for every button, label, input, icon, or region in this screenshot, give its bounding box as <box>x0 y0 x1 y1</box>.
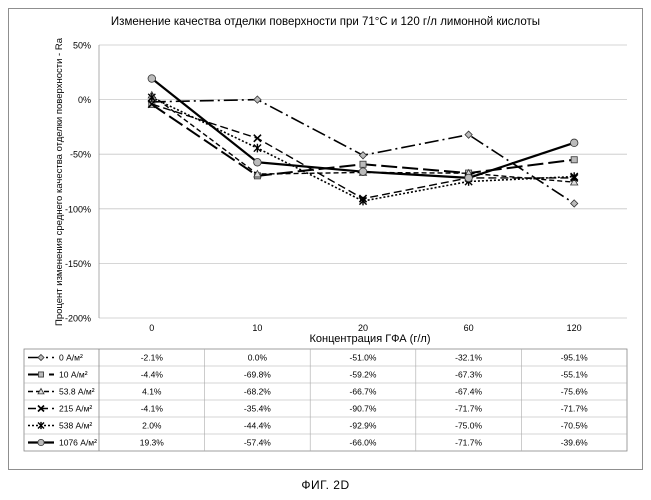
table-cell: -35.4% <box>244 404 271 414</box>
gridlines <box>99 45 627 318</box>
table-cell: -44.4% <box>244 421 271 431</box>
table-cell: -69.8% <box>244 370 271 380</box>
table-cell: -75.0% <box>455 421 482 431</box>
data-point <box>254 159 262 167</box>
table-cell: -66.0% <box>350 438 377 448</box>
legend-key-marker <box>38 439 44 445</box>
table-cell: -67.4% <box>455 387 482 397</box>
legend-key-marker <box>38 355 44 361</box>
legend-key-marker <box>38 372 43 377</box>
table-cell: -4.1% <box>141 404 164 414</box>
table-cell: -57.4% <box>244 438 271 448</box>
legend-key-marker <box>38 422 44 429</box>
table-cell: -71.7% <box>455 438 482 448</box>
x-tick-label: 120 <box>567 323 582 333</box>
data-point <box>148 75 156 83</box>
x-tick-label: 0 <box>149 323 154 333</box>
chart-svg: 50% 0% -50% -100% -150% -200% 0 10 20 60 120 0 А/м… <box>0 0 651 470</box>
plot-series <box>148 75 578 207</box>
data-point <box>465 174 473 182</box>
x-axis-label: Концентрация ГФА (г/л) <box>310 333 431 345</box>
data-point <box>254 135 261 142</box>
series-0 <box>148 96 578 207</box>
table-cell: -90.7% <box>350 404 377 414</box>
data-point <box>571 200 578 207</box>
axes: 50% 0% -50% -100% -150% -200% 0 10 20 60 120 <box>65 41 582 334</box>
legend-entry: 1076 А/м² <box>59 438 97 448</box>
legend-entry: 215 А/м² <box>59 404 92 414</box>
legend-entry: 53.8 А/м² <box>59 387 95 397</box>
table-cell: -68.2% <box>244 387 271 397</box>
table-cell: 19.3% <box>140 438 165 448</box>
x-tick-label: 20 <box>358 323 368 333</box>
legend-entry: 538 А/м² <box>59 421 92 431</box>
table-cell: -39.6% <box>561 438 588 448</box>
series-4 <box>148 93 578 205</box>
data-point <box>254 96 261 103</box>
table-cell: -59.2% <box>350 370 377 380</box>
data-table: 0 А/м² -2.1% 0.0% -51.0% -32.1% -95.1% 10 А/м²… <box>24 349 627 451</box>
table-cell: -4.4% <box>141 370 164 380</box>
y-tick-label: -150% <box>65 259 91 269</box>
figure-caption: ФИГ. 2D <box>0 478 651 492</box>
table-cell: -95.1% <box>561 353 588 363</box>
table-cell: -71.7% <box>455 404 482 414</box>
y-tick-label: -50% <box>70 150 91 160</box>
data-point <box>254 144 261 153</box>
table-cell: -67.3% <box>455 370 482 380</box>
table-cell: 0.0% <box>248 353 268 363</box>
table-cell: -70.5% <box>561 421 588 431</box>
y-tick-label: 0% <box>78 95 91 105</box>
data-point <box>359 152 366 159</box>
table-cell: -2.1% <box>141 353 164 363</box>
y-tick-label: -100% <box>65 204 91 214</box>
table-cell: 4.1% <box>142 387 162 397</box>
y-axis-label: Процент изменения среднего качества отде… <box>54 37 65 326</box>
table-cell: -75.6% <box>561 387 588 397</box>
x-tick-label: 10 <box>252 323 262 333</box>
table-cell: -51.0% <box>350 353 377 363</box>
table-cell: -32.1% <box>455 353 482 363</box>
data-point <box>359 168 367 176</box>
data-point <box>360 161 366 167</box>
table-cell: -55.1% <box>561 370 588 380</box>
series-line <box>152 97 574 201</box>
table-cell: -66.7% <box>350 387 377 397</box>
legend-entry: 10 А/м² <box>59 370 88 380</box>
legend-entry: 0 А/м² <box>59 353 83 363</box>
y-tick-label: -200% <box>65 314 91 324</box>
table-cell: -92.9% <box>350 421 377 431</box>
table-cell: -71.7% <box>561 404 588 414</box>
data-point <box>570 139 578 147</box>
table-cell: 2.0% <box>142 421 162 431</box>
data-point <box>571 157 577 163</box>
y-tick-label: 50% <box>73 41 91 51</box>
x-tick-label: 60 <box>464 323 474 333</box>
